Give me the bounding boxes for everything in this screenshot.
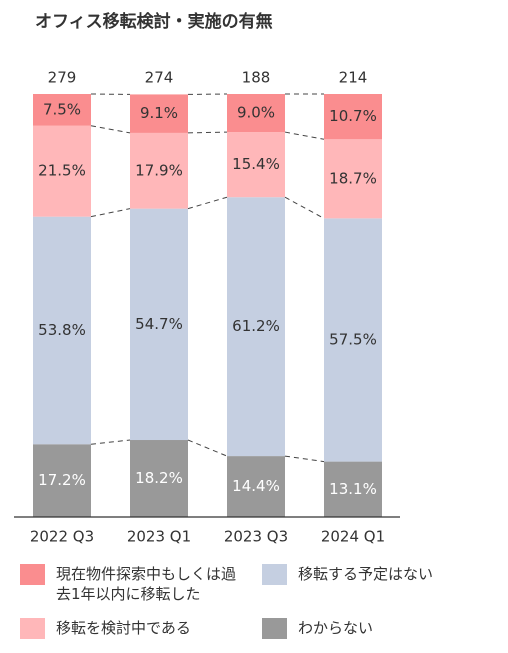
legend-swatch <box>20 618 45 639</box>
data-label: 13.1% <box>329 480 377 498</box>
connector-line <box>90 208 131 218</box>
bar-segment <box>324 139 382 219</box>
bar-segment <box>130 440 188 517</box>
connector-line <box>284 131 325 140</box>
legend-label: 移転を検討中である <box>56 619 191 637</box>
bar-segment <box>33 216 91 445</box>
bar-segment <box>33 94 91 126</box>
bar-segment <box>130 132 188 209</box>
bar-segment <box>33 125 91 217</box>
data-label: 15.4% <box>232 155 280 173</box>
data-label: 18.2% <box>135 469 183 487</box>
chart: オフィス移転検討・実施の有無 17.2% 53.8% 21.5% 7.5% 279 202… <box>14 11 400 546</box>
data-label: 17.2% <box>38 471 86 489</box>
legend: 現在物件探索中もしくは過去1年以内に移転した移転を検討中である 移転する予定はない… <box>20 564 482 639</box>
bar-segment <box>324 461 382 517</box>
total-label: 274 <box>145 69 174 87</box>
connector-line <box>187 131 228 134</box>
connector-line <box>187 196 228 210</box>
legend-label: 移転する予定はない <box>298 565 434 583</box>
total-label: 188 <box>242 69 271 87</box>
legend-label: わからない <box>298 619 374 637</box>
data-label: 21.5% <box>38 162 86 180</box>
legend-item: わからない <box>262 618 482 639</box>
x-tick-label: 2023 Q3 <box>224 528 288 546</box>
connector-line <box>284 455 325 463</box>
connector-line <box>284 196 325 219</box>
x-tick-label: 2024 Q1 <box>321 528 385 546</box>
x-tick-label: 2023 Q1 <box>127 528 191 546</box>
total-label: 279 <box>48 69 77 87</box>
bar-segment <box>324 218 382 462</box>
bar-segment <box>324 94 382 140</box>
chart-title: オフィス移転検討・実施の有無 <box>35 11 273 32</box>
data-label: 10.7% <box>329 107 377 125</box>
x-tick-label: 2022 Q3 <box>30 528 94 546</box>
legend-item: 移転を検討中である <box>20 618 262 639</box>
legend-item: 移転する予定はない <box>262 564 482 604</box>
bar-segment <box>130 208 188 441</box>
total-label: 214 <box>339 69 368 87</box>
bar-segment <box>33 444 91 517</box>
legend-swatch <box>20 564 45 585</box>
bar-segment <box>227 132 285 198</box>
data-label: 9.1% <box>140 104 178 122</box>
legend-label: 現在物件探索中もしくは過去1年以内に移転した <box>56 565 237 603</box>
legend-item: 現在物件探索中もしくは過去1年以内に移転した <box>20 564 262 604</box>
legend-swatch <box>262 618 287 639</box>
data-label: 7.5% <box>43 100 81 118</box>
bar-segment <box>130 94 188 133</box>
data-label: 54.7% <box>135 315 183 333</box>
bar-segment <box>227 456 285 517</box>
legend-swatch <box>262 564 287 585</box>
bar-segment <box>227 197 285 457</box>
data-label: 57.5% <box>329 330 377 348</box>
connector-line <box>90 125 131 134</box>
bar-segment <box>227 94 285 133</box>
data-label: 18.7% <box>329 169 377 187</box>
connector-line <box>90 439 131 445</box>
data-label: 14.4% <box>232 477 280 495</box>
data-label: 17.9% <box>135 161 183 179</box>
data-label: 9.0% <box>237 104 275 122</box>
data-label: 53.8% <box>38 321 86 339</box>
connector-line <box>187 439 228 457</box>
data-label: 61.2% <box>232 317 280 335</box>
